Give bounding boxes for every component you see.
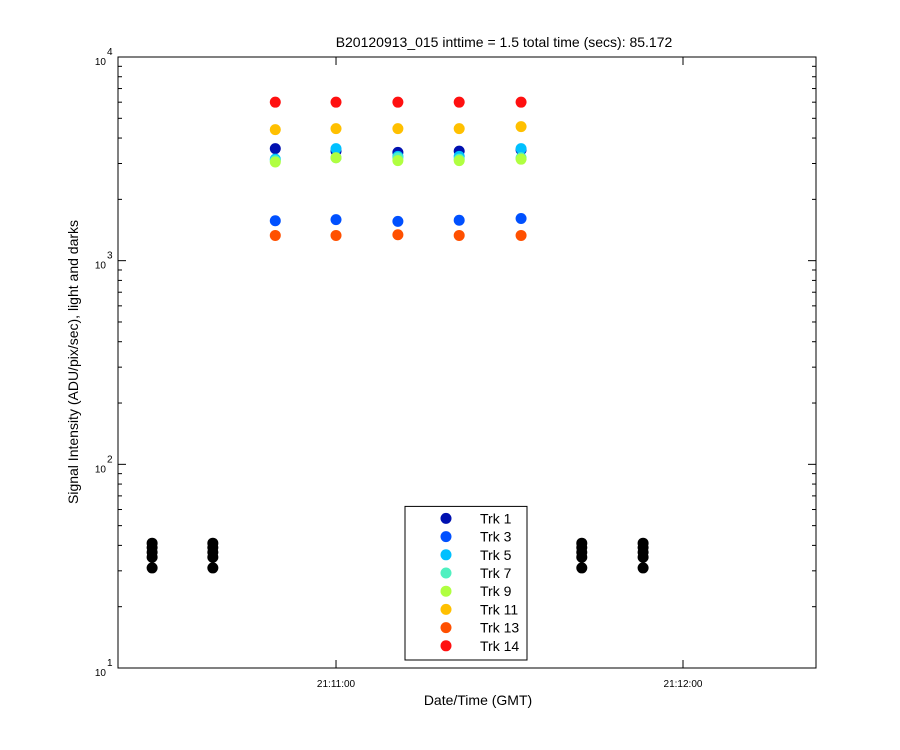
point: [515, 143, 527, 155]
point: [515, 153, 527, 165]
y-tick-label: 10: [95, 464, 107, 475]
point: [392, 215, 404, 227]
legend-box: [404, 505, 528, 661]
point: [392, 96, 404, 108]
legend-marker: [440, 640, 452, 652]
legend-marker: [440, 531, 452, 543]
y-axis-label: Signal Intensity (ADU/pix/sec), light an…: [65, 220, 81, 504]
point: [392, 155, 404, 167]
chart-title: B20120913_015 inttime = 1.5 total time (…: [336, 34, 673, 50]
y-tick-exponent: 2: [107, 454, 113, 465]
x-tick-label: 21:12:00: [664, 679, 703, 690]
point: [269, 156, 281, 168]
point: [269, 143, 281, 155]
point: [392, 123, 404, 135]
point: [576, 537, 588, 549]
legend-label: Trk 3: [480, 529, 512, 545]
point: [515, 121, 527, 133]
point: [330, 143, 342, 155]
point: [330, 214, 342, 226]
point: [146, 537, 158, 549]
point: [330, 96, 342, 108]
legend-marker: [440, 622, 452, 634]
point: [392, 229, 404, 241]
legend-label: Trk 7: [480, 565, 512, 581]
y-tick-exponent: 3: [107, 251, 113, 262]
legend-marker: [440, 567, 452, 579]
point: [207, 562, 219, 574]
legend-marker: [440, 603, 452, 615]
point: [453, 229, 465, 241]
legend-label: Trk 13: [480, 620, 519, 636]
point: [576, 562, 588, 574]
point: [515, 229, 527, 241]
legend-marker: [440, 512, 452, 524]
x-axis-label: Date/Time (GMT): [424, 692, 532, 708]
legend-label: Trk 5: [480, 547, 512, 563]
point: [453, 214, 465, 226]
point: [453, 96, 465, 108]
legend-label: Trk 14: [480, 638, 519, 654]
y-tick-label: 10: [95, 57, 107, 68]
x-tick-label: 21:11:00: [317, 679, 356, 690]
point: [330, 152, 342, 164]
point: [330, 229, 342, 241]
y-tick-exponent: 1: [107, 658, 113, 669]
legend-marker: [440, 585, 452, 597]
point: [269, 229, 281, 241]
y-tick-label: 10: [95, 261, 107, 272]
point: [269, 215, 281, 227]
y-tick-exponent: 4: [107, 47, 113, 58]
point: [515, 96, 527, 108]
legend-label: Trk 1: [480, 510, 512, 526]
legend-label: Trk 9: [480, 583, 512, 599]
point: [637, 562, 649, 574]
point: [453, 123, 465, 135]
point: [146, 562, 158, 574]
point: [637, 537, 649, 549]
point: [269, 124, 281, 136]
point: [453, 155, 465, 167]
point: [330, 123, 342, 135]
y-tick-label: 10: [95, 668, 107, 679]
point: [207, 537, 219, 549]
legend-label: Trk 11: [480, 601, 518, 617]
point: [269, 96, 281, 108]
point: [515, 213, 527, 225]
legend-marker: [440, 549, 452, 561]
